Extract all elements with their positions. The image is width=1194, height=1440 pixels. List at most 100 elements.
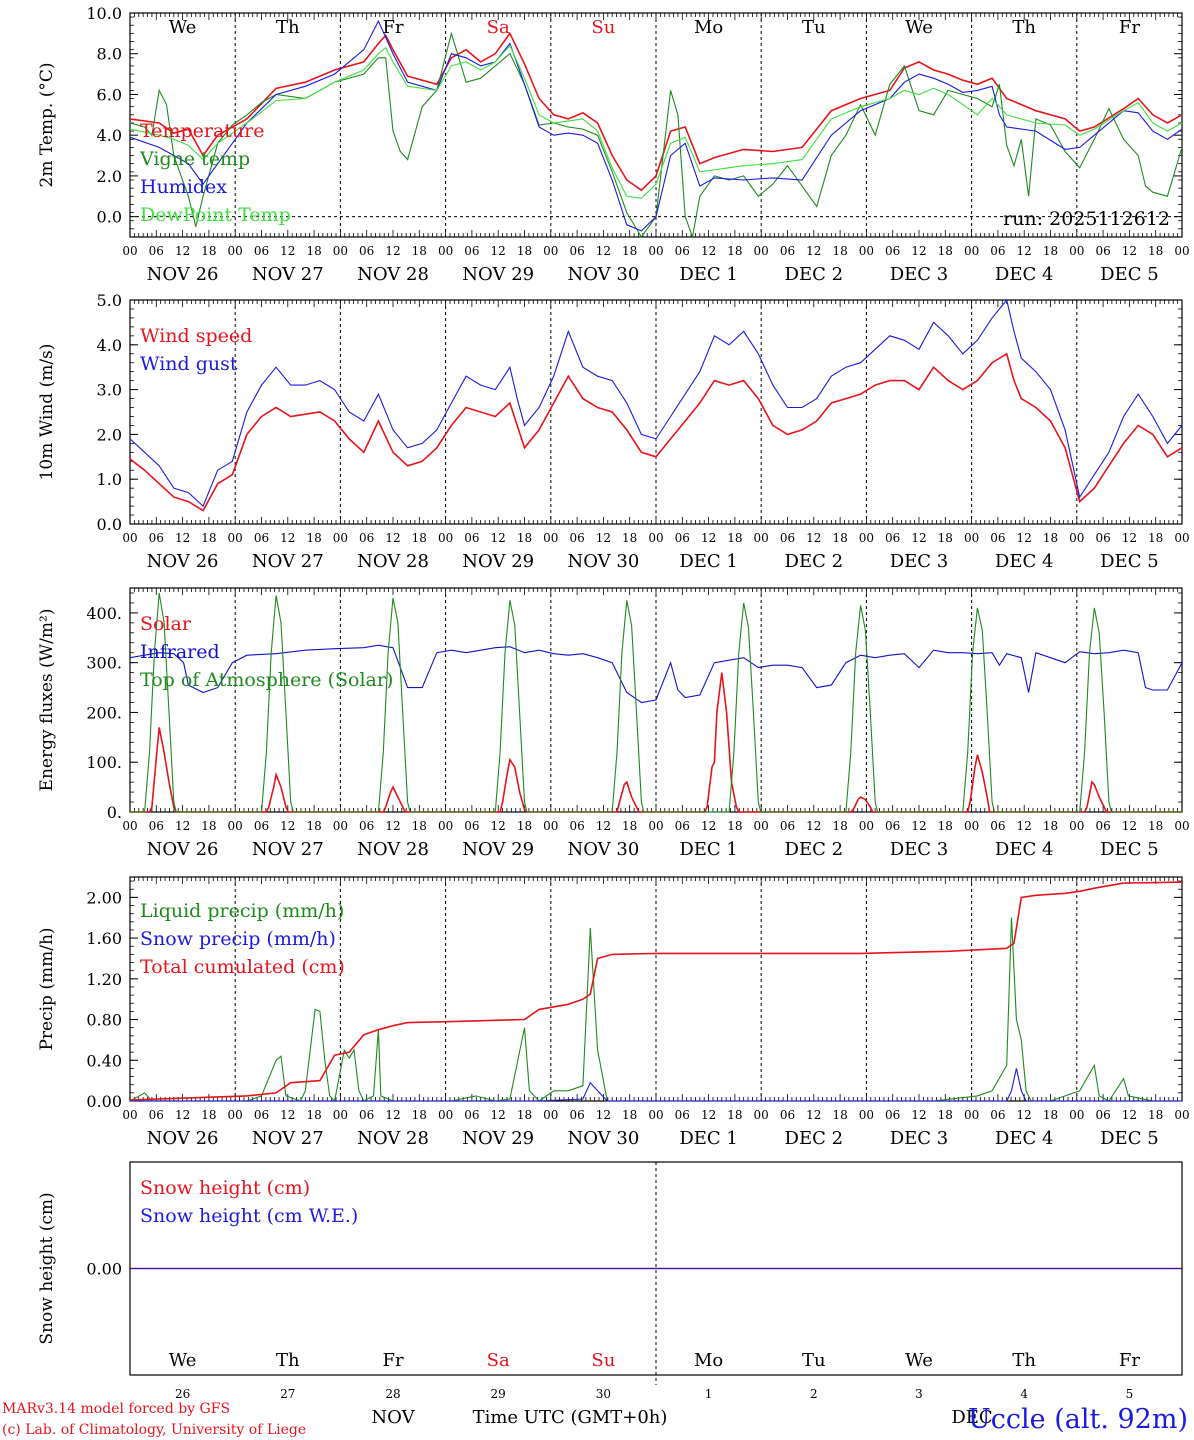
y-tick-label: 0.0 <box>97 208 122 227</box>
hour-label: 12 <box>385 531 400 545</box>
y-tick-label: 2.0 <box>97 425 122 444</box>
weekday-label: Fr <box>382 1350 403 1371</box>
hour-label: 12 <box>385 1108 400 1122</box>
day-number: 2 <box>810 1387 818 1401</box>
date-label: NOV 26 <box>147 551 219 572</box>
weekday-label: Mo <box>694 1350 723 1371</box>
y-tick-label: 1.60 <box>86 929 122 948</box>
hour-label: 12 <box>806 531 821 545</box>
weekday-label: Fr <box>382 17 403 38</box>
hour-label: 12 <box>701 819 716 833</box>
hour-label: 18 <box>201 1108 216 1122</box>
hour-label: 18 <box>622 244 637 258</box>
hour-label: 00 <box>438 1108 453 1122</box>
y-axis-label: 2m Temp. (°C) <box>37 62 57 187</box>
weekday-label: Th <box>276 1350 300 1371</box>
date-label: DEC 5 <box>1100 839 1159 860</box>
hour-label: 12 <box>806 819 821 833</box>
hour-label: 06 <box>780 819 795 833</box>
hour-label: 18 <box>832 1108 847 1122</box>
hour-label: 18 <box>1043 819 1058 833</box>
hour-label: 00 <box>122 819 137 833</box>
date-label: DEC 2 <box>785 551 844 572</box>
y-tick-label: 0.00 <box>86 1260 122 1279</box>
hour-label: 00 <box>543 244 558 258</box>
hour-label: 18 <box>938 244 953 258</box>
legend-entry: DewPoint Temp <box>140 204 291 226</box>
hour-label: 06 <box>885 819 900 833</box>
date-label: NOV 29 <box>462 551 534 572</box>
date-label: NOV 26 <box>147 264 219 285</box>
y-tick-label: 4.0 <box>97 126 122 145</box>
y-axis-label: Precip (mm/h) <box>37 927 57 1050</box>
date-label: DEC 1 <box>679 839 738 860</box>
x-axis-label: Time UTC (GMT+0h) <box>473 1407 668 1428</box>
y-tick-label: 10.0 <box>86 4 122 23</box>
date-label: NOV 26 <box>147 839 219 860</box>
hour-label: 18 <box>1148 1108 1163 1122</box>
date-label: DEC 5 <box>1100 551 1159 572</box>
date-label: DEC 3 <box>890 1128 949 1149</box>
date-label: NOV 28 <box>357 1128 429 1149</box>
date-label: DEC 4 <box>995 264 1054 285</box>
weekday-label: We <box>169 1350 197 1371</box>
panel-precip: 0.00 0.40 0.80 1.20 1.60 2.00 Precip (mm/h) Liq… <box>37 876 1190 1149</box>
hour-label: 06 <box>359 531 374 545</box>
hour-label: 18 <box>622 819 637 833</box>
date-label: DEC 1 <box>679 1128 738 1149</box>
hour-label: 18 <box>306 1108 321 1122</box>
date-label: NOV 28 <box>357 264 429 285</box>
hour-label: 00 <box>228 819 243 833</box>
plot-frame <box>129 299 1183 525</box>
hour-label: 00 <box>228 244 243 258</box>
legend-entry: Snow precip (mm/h) <box>140 928 336 950</box>
weekday-label: Sa <box>487 17 510 38</box>
hour-label: 12 <box>806 1108 821 1122</box>
date-label: NOV 28 <box>357 839 429 860</box>
hour-label: 12 <box>1017 1108 1032 1122</box>
hour-label: 00 <box>543 1108 558 1122</box>
y-tick-label: 0. <box>107 803 122 822</box>
hour-label: 12 <box>1122 819 1137 833</box>
hour-label: 06 <box>254 244 269 258</box>
legend-entry: Solar <box>140 613 192 635</box>
day-number: 1 <box>705 1387 713 1401</box>
hour-label: 18 <box>622 531 637 545</box>
hour-label: 18 <box>938 1108 953 1122</box>
hour-label: 06 <box>990 819 1005 833</box>
series-line-wind-gust <box>129 298 1183 508</box>
hour-label: 06 <box>780 531 795 545</box>
hour-label: 12 <box>1122 1108 1137 1122</box>
panel-temp: 0.0 2.0 4.0 6.0 8.0 10.0 2m Temp. (°C) Temperat… <box>37 4 1190 285</box>
date-label: NOV 29 <box>462 839 534 860</box>
series-line-humidex <box>129 19 1183 232</box>
hour-label: 00 <box>333 531 348 545</box>
footer: MARv3.14 model forced by GFS (c) Lab. of … <box>2 1401 1188 1438</box>
hour-label: 18 <box>832 531 847 545</box>
y-tick-label: 0.40 <box>86 1051 122 1070</box>
hour-label: 18 <box>517 244 532 258</box>
hour-label: 06 <box>359 1108 374 1122</box>
month-label: DEC <box>951 1407 992 1428</box>
hour-label: 18 <box>1148 819 1163 833</box>
day-number: 30 <box>596 1387 611 1401</box>
hour-label: 00 <box>648 531 663 545</box>
day-number: 29 <box>491 1387 506 1401</box>
hour-label: 06 <box>885 531 900 545</box>
hour-label: 12 <box>1017 244 1032 258</box>
date-label: DEC 4 <box>995 1128 1054 1149</box>
hour-label: 00 <box>1174 244 1189 258</box>
y-tick-label: 1.20 <box>86 970 122 989</box>
weekday-label: Th <box>1012 1350 1036 1371</box>
hour-label: 00 <box>1069 819 1084 833</box>
hour-label: 06 <box>359 244 374 258</box>
hour-label: 06 <box>254 531 269 545</box>
hour-label: 06 <box>885 244 900 258</box>
date-label: NOV 29 <box>462 264 534 285</box>
hour-label: 18 <box>517 819 532 833</box>
hour-label: 00 <box>333 1108 348 1122</box>
hour-label: 00 <box>122 531 137 545</box>
hour-label: 00 <box>859 531 874 545</box>
day-number: 4 <box>1020 1387 1028 1401</box>
y-tick-label: 2.00 <box>86 888 122 907</box>
